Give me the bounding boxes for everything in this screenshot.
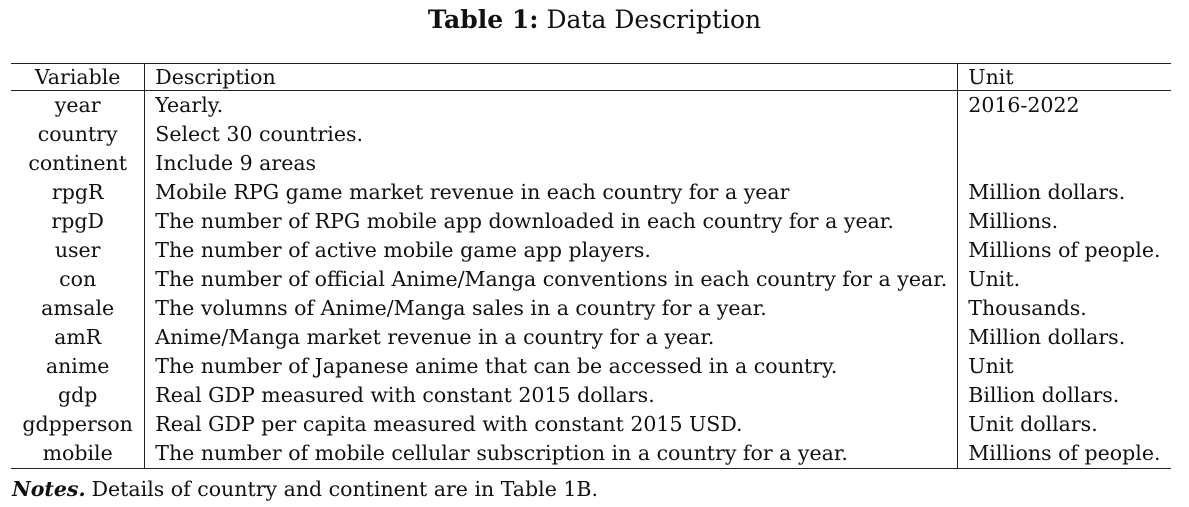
table-row: rpgD The number of RPG mobile app downlo… xyxy=(11,207,1171,236)
cell-variable: con xyxy=(11,265,146,294)
cell-description: The number of active mobile game app pla… xyxy=(144,236,959,265)
cell-variable: amR xyxy=(11,323,146,352)
cell-unit: Millions of people. xyxy=(968,238,1161,262)
cell-variable: gdp xyxy=(11,381,146,410)
table-row: gdp Real GDP measured with constant 2015… xyxy=(11,381,1171,410)
cell-variable: user xyxy=(11,236,146,265)
table-row: amR Anime/Manga market revenue in a coun… xyxy=(11,323,1171,352)
table-header-row: Variable Description Unit xyxy=(11,63,1171,91)
table-row: gdpperson Real GDP per capita measured w… xyxy=(11,410,1171,439)
cell-description: Real GDP per capita measured with consta… xyxy=(144,410,959,439)
table-caption: Table 1: Data Description xyxy=(0,4,1189,36)
cell-variable: gdpperson xyxy=(11,410,146,439)
cell-description: Select 30 countries. xyxy=(144,120,959,149)
cell-variable: country xyxy=(11,120,146,149)
cell-unit: Thousands. xyxy=(968,296,1087,320)
cell-description: Mobile RPG game market revenue in each c… xyxy=(144,178,959,207)
table-row: rpgR Mobile RPG game market revenue in e… xyxy=(11,178,1171,207)
cell-description: The number of RPG mobile app downloaded … xyxy=(144,207,959,236)
cell-unit: Millions. xyxy=(968,209,1059,233)
cell-unit: 2016-2022 xyxy=(968,93,1080,117)
header-unit: Unit xyxy=(957,63,1171,91)
cell-variable: rpgD xyxy=(11,207,146,236)
cell-unit xyxy=(958,149,1171,178)
table-caption-label: Table 1: xyxy=(427,5,539,34)
table-row: user The number of active mobile game ap… xyxy=(11,236,1171,265)
data-description-table: Variable Description Unit year Yearly. 2… xyxy=(11,63,1171,469)
table-row: country Select 30 countries. xyxy=(11,120,1171,149)
cell-description: The number of official Anime/Manga conve… xyxy=(144,265,959,294)
table-row: year Yearly. 2016-2022 xyxy=(11,90,1171,120)
cell-unit xyxy=(958,120,1171,149)
cell-unit: Million dollars. xyxy=(968,180,1126,204)
cell-unit: Millions of people. xyxy=(957,439,1171,469)
header-variable: Variable xyxy=(11,63,146,91)
notes-label: Notes. xyxy=(12,477,86,501)
cell-unit: Million dollars. xyxy=(968,325,1126,349)
cell-description: The number of Japanese anime that can be… xyxy=(144,352,959,381)
table-row: continent Include 9 areas xyxy=(11,149,1171,178)
cell-unit: Unit. xyxy=(968,267,1021,291)
cell-description: Yearly. xyxy=(144,90,959,120)
table-row: con The number of official Anime/Manga c… xyxy=(11,265,1171,294)
table-row: anime The number of Japanese anime that … xyxy=(11,352,1171,381)
cell-description: Include 9 areas xyxy=(144,149,959,178)
cell-variable: year xyxy=(11,90,146,120)
cell-unit: Unit dollars. xyxy=(968,412,1098,436)
cell-description: The number of mobile cellular subscripti… xyxy=(144,439,959,469)
table-caption-title: Data Description xyxy=(546,5,762,34)
cell-unit: Unit xyxy=(968,354,1014,378)
table-notes: Notes. Details of country and continent a… xyxy=(12,474,598,504)
cell-unit: Billion dollars. xyxy=(968,383,1120,407)
cell-variable: amsale xyxy=(11,294,146,323)
table-row: mobile The number of mobile cellular sub… xyxy=(11,439,1171,469)
cell-variable: mobile xyxy=(11,439,146,469)
cell-variable: continent xyxy=(11,149,146,178)
cell-variable: anime xyxy=(11,352,146,381)
table-row: amsale The volumns of Anime/Manga sales … xyxy=(11,294,1171,323)
header-description: Description xyxy=(144,63,959,91)
cell-variable: rpgR xyxy=(11,178,146,207)
notes-text: Details of country and continent are in … xyxy=(91,477,598,501)
cell-description: The volumns of Anime/Manga sales in a co… xyxy=(144,294,959,323)
cell-description: Real GDP measured with constant 2015 dol… xyxy=(144,381,959,410)
cell-description: Anime/Manga market revenue in a country … xyxy=(144,323,959,352)
